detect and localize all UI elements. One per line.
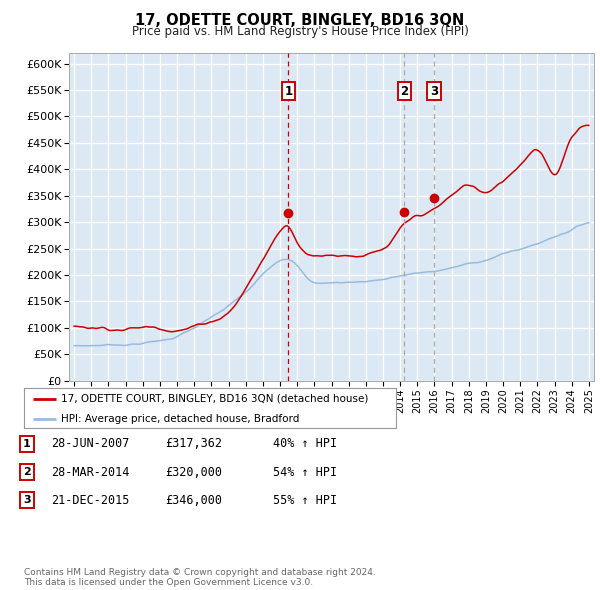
Text: 55% ↑ HPI: 55% ↑ HPI <box>273 494 337 507</box>
Text: 3: 3 <box>430 84 438 97</box>
Text: 28-JUN-2007: 28-JUN-2007 <box>51 437 130 450</box>
Text: 1: 1 <box>23 439 31 448</box>
Text: 28-MAR-2014: 28-MAR-2014 <box>51 466 130 478</box>
Text: 17, ODETTE COURT, BINGLEY, BD16 3QN: 17, ODETTE COURT, BINGLEY, BD16 3QN <box>136 13 464 28</box>
Text: 17, ODETTE COURT, BINGLEY, BD16 3QN (detached house): 17, ODETTE COURT, BINGLEY, BD16 3QN (det… <box>61 394 368 404</box>
Text: 21-DEC-2015: 21-DEC-2015 <box>51 494 130 507</box>
Text: HPI: Average price, detached house, Bradford: HPI: Average price, detached house, Brad… <box>61 414 299 424</box>
Text: 40% ↑ HPI: 40% ↑ HPI <box>273 437 337 450</box>
Text: 3: 3 <box>23 496 31 505</box>
Text: Contains HM Land Registry data © Crown copyright and database right 2024.
This d: Contains HM Land Registry data © Crown c… <box>24 568 376 587</box>
Text: 54% ↑ HPI: 54% ↑ HPI <box>273 466 337 478</box>
Text: 2: 2 <box>400 84 409 97</box>
Text: 1: 1 <box>284 84 292 97</box>
Text: £320,000: £320,000 <box>165 466 222 478</box>
Text: £346,000: £346,000 <box>165 494 222 507</box>
Text: £317,362: £317,362 <box>165 437 222 450</box>
Text: 2: 2 <box>23 467 31 477</box>
Text: Price paid vs. HM Land Registry's House Price Index (HPI): Price paid vs. HM Land Registry's House … <box>131 25 469 38</box>
